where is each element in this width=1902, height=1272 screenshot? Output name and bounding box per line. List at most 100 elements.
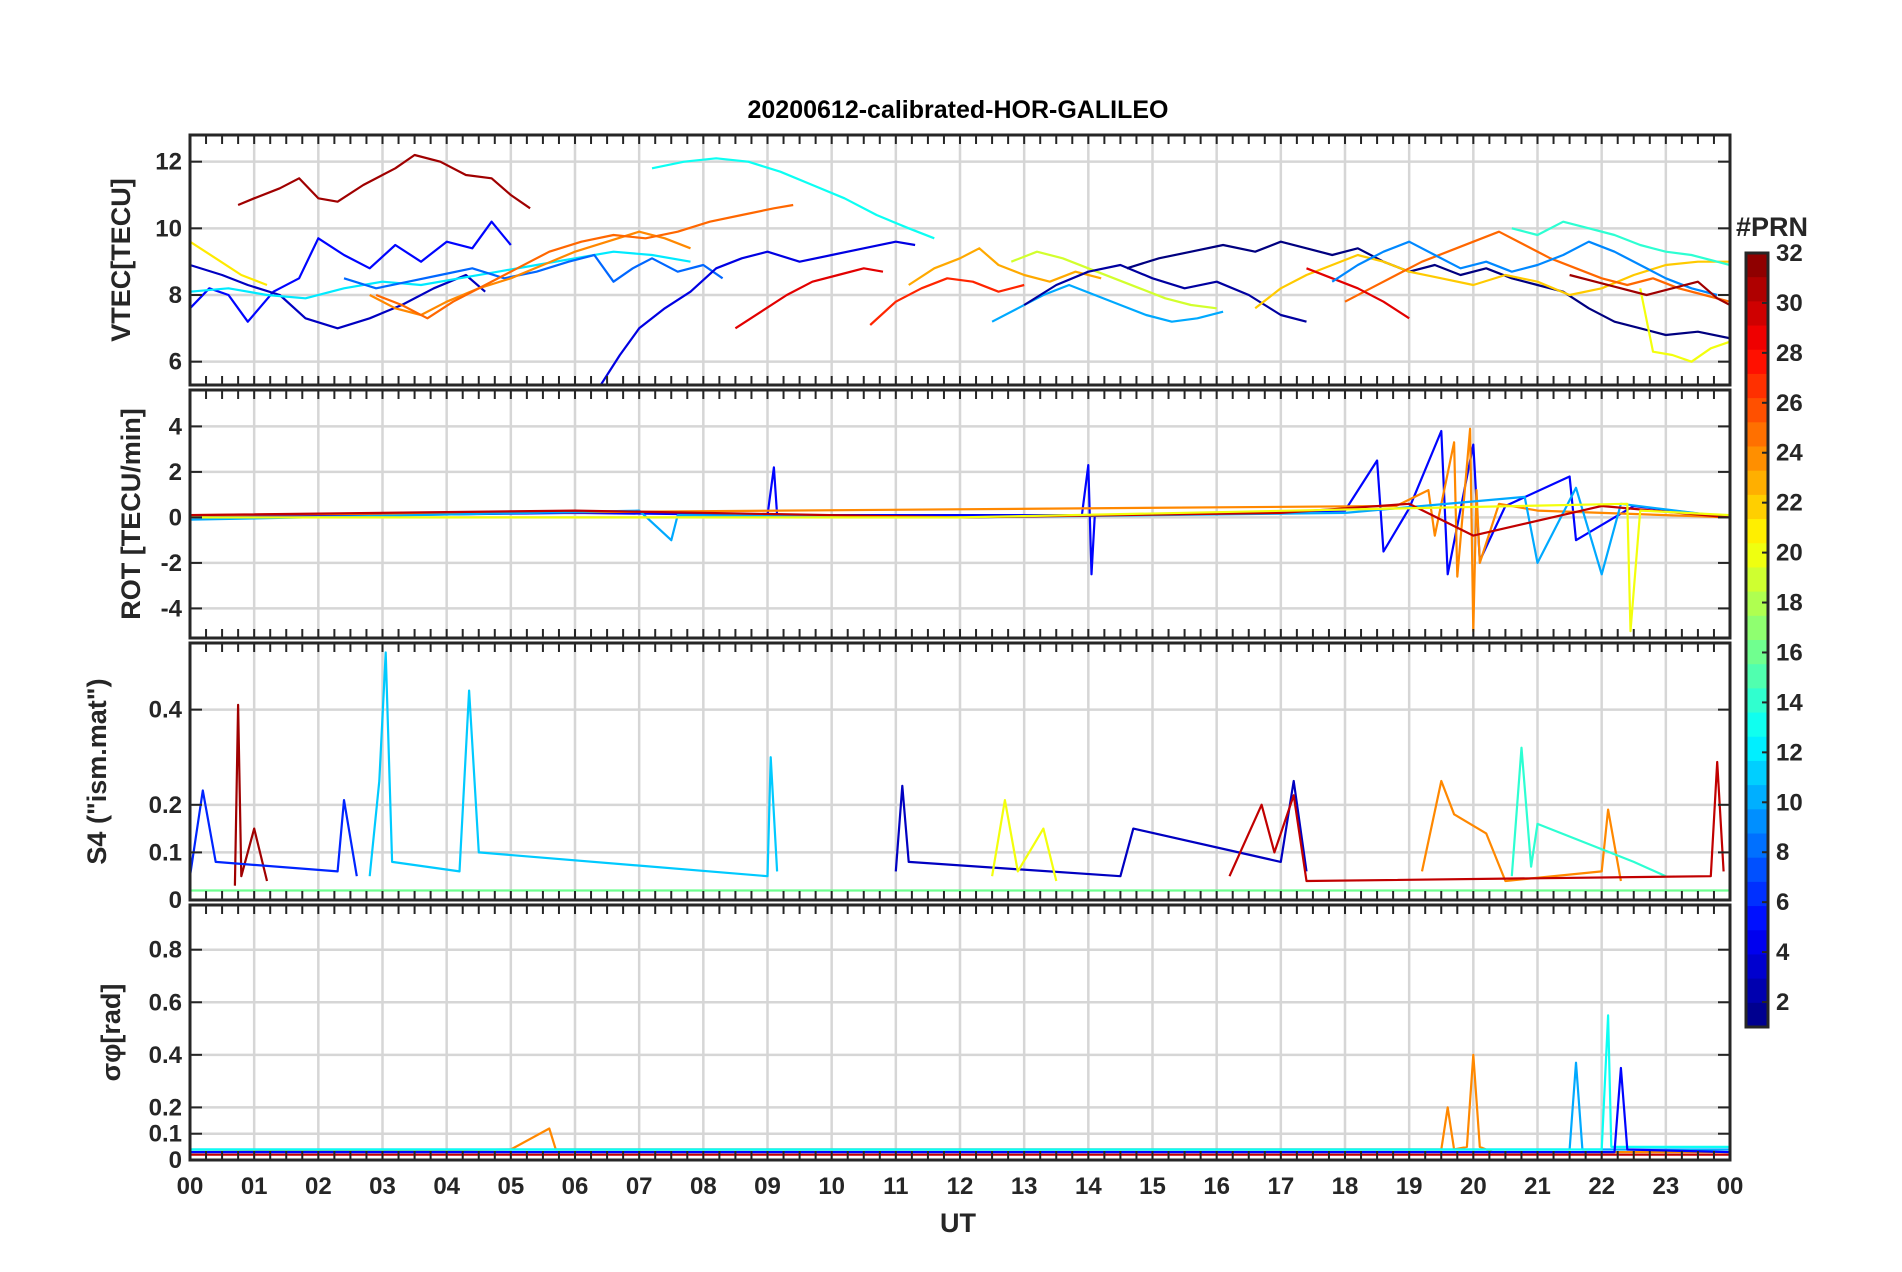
colorbar-band	[1746, 253, 1768, 278]
vtec-series-prn-29	[734, 267, 884, 330]
colorbar-band	[1746, 615, 1768, 641]
colorbar-band	[1746, 494, 1768, 520]
rot-series-prn-5	[190, 429, 1730, 576]
rot-series-prn-10	[190, 486, 1730, 576]
s4-series-prn-3	[894, 779, 1308, 878]
colorbar-band	[1746, 519, 1768, 544]
s4-frame	[188, 641, 1732, 902]
colorbar-tick-label: 12	[1776, 739, 1803, 766]
x-tick-label: 08	[690, 1173, 717, 1200]
s4-y-axis-label: S4 ("ism.mat")	[82, 678, 112, 864]
colorbar-band	[1746, 978, 1768, 1004]
x-tick-label: 04	[433, 1173, 460, 1200]
sigma_phi-frame	[188, 903, 1732, 1162]
x-tick-label: 12	[947, 1173, 974, 1200]
vtec-series-prn-27	[869, 277, 1025, 326]
vtec-y-tick-label: 8	[169, 282, 182, 309]
colorbar-band	[1746, 422, 1768, 448]
s4-series-prn-20	[991, 799, 1058, 882]
vtec-series-prn-25	[375, 203, 794, 320]
colorbar-band	[1746, 760, 1768, 786]
x-tick-label: 11	[883, 1173, 908, 1200]
x-tick-label: 00	[177, 1173, 204, 1200]
vtec-series-prn-25	[1344, 230, 1730, 303]
colorbar-band	[1746, 712, 1768, 738]
s4-series	[190, 651, 1730, 892]
colorbar-tick-label: 14	[1776, 689, 1803, 716]
colorbar-band	[1746, 567, 1768, 593]
vtec-series-prn-14	[1511, 220, 1730, 267]
colorbar-band	[1746, 640, 1768, 665]
rot-series-prn-30	[190, 502, 1730, 537]
vtec-frame	[188, 133, 1732, 387]
colorbar-tick-label: 10	[1776, 789, 1803, 816]
sigma_phi-series-prn-5	[190, 1066, 1730, 1154]
x-tick-label: 00	[1717, 1173, 1744, 1200]
x-tick-label: 06	[562, 1173, 589, 1200]
vtec-series-prn-8	[343, 253, 724, 290]
rot-y-tick-label: 4	[169, 413, 183, 440]
colorbar-band	[1746, 301, 1768, 327]
vtec-series-prn-1	[1126, 240, 1730, 340]
colorbar-tick-label: 30	[1776, 290, 1803, 317]
colorbar-band	[1746, 446, 1768, 472]
vtec-series-prn-31	[237, 153, 531, 210]
panel-rot: 4 2 0 -2 -4 ROT [TECU/min]	[116, 388, 1732, 640]
vtec-series-prn-20	[1639, 288, 1730, 363]
chart-title: 20200612-calibrated-HOR-GALILEO	[748, 96, 1169, 124]
x-tick-label: 13	[1011, 1173, 1038, 1200]
x-tick-label: 21	[1524, 1173, 1551, 1200]
colorbar-tick-label: 24	[1776, 440, 1803, 467]
x-tick-label: 14	[1075, 1173, 1102, 1200]
vtec-series-prn-19	[1010, 250, 1217, 310]
colorbar-title: #PRN	[1736, 212, 1808, 242]
vtec-series-prn-12	[190, 250, 691, 300]
x-tick-label: 19	[1396, 1173, 1423, 1200]
sigma_phi-y-tick-label: 0.6	[149, 989, 182, 1016]
colorbar-band	[1746, 785, 1768, 810]
x-tick-label: 20	[1460, 1173, 1487, 1200]
colorbar-tick-label: 6	[1776, 889, 1789, 916]
x-tick-label: 01	[241, 1173, 268, 1200]
x-tick-label: 05	[497, 1173, 524, 1200]
x-tick-label: 02	[305, 1173, 332, 1200]
colorbar-band	[1746, 688, 1768, 714]
vtec-grid	[188, 135, 1732, 385]
vtec-series-prn-3	[190, 263, 486, 330]
panel-vtec: 6 8 10 12 VTEC[TECU]	[106, 133, 1732, 387]
s4-y-tick-label: 0.1	[149, 839, 182, 866]
colorbar-tick-label: 8	[1776, 839, 1789, 866]
rot-y-axis-label: ROT [TECU/min]	[116, 408, 146, 619]
sigma_phi-y-tick-label: 0.2	[149, 1094, 182, 1121]
panel-s4: 0 0.1 0.2 0.4 S4 ("ism.mat")	[82, 641, 1732, 914]
vtec-series-prn-5	[190, 220, 512, 323]
vtec-y-axis-label: VTEC[TECU]	[106, 178, 136, 342]
rot-series	[190, 427, 1730, 633]
x-tick-label: 23	[1652, 1173, 1679, 1200]
colorbar-tick-label: 2	[1776, 989, 1789, 1016]
sigma_phi-y-axis-label: σφ[rad]	[96, 984, 126, 1082]
colorbar-band	[1746, 591, 1768, 617]
vtec-series-prn-21	[190, 240, 268, 287]
rot-series-prn-24	[190, 427, 1730, 633]
rot-y-tick-label: -2	[161, 550, 182, 577]
colorbar-band	[1746, 543, 1768, 569]
vtec-series-prn-29	[1306, 267, 1410, 320]
colorbar-band	[1746, 736, 1768, 762]
colorbar-tick-label: 4	[1776, 939, 1790, 966]
x-tick-label: 22	[1588, 1173, 1615, 1200]
x-tick-labels: 00 01 02 03 04 05 06 07 08 09 10 11 12 13 14 15 16 17 18 19…	[177, 1173, 1744, 1200]
vtec-series-prn-22	[1254, 253, 1730, 310]
vtec-series-prn-23	[908, 247, 1102, 286]
colorbar-frame	[1744, 251, 1770, 1029]
s4-series-prn-30	[1228, 760, 1725, 883]
sigma_phi-y-tick-label: 0.8	[149, 937, 182, 964]
x-axis-label: UT	[940, 1208, 976, 1238]
colorbar-band	[1746, 857, 1768, 883]
colorbar-band	[1746, 954, 1768, 980]
colorbar-band	[1746, 906, 1768, 931]
s4-y-tick-label: 0.2	[149, 792, 182, 819]
vtec-y-tick-label: 6	[169, 349, 182, 376]
